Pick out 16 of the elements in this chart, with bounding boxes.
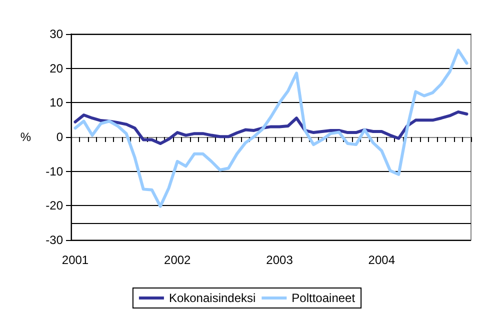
legend-label: Polttoaineet xyxy=(292,291,356,305)
x-tick-label: 2004 xyxy=(368,253,396,267)
y-tick-label: -10 xyxy=(46,164,64,178)
x-tick-label: 2002 xyxy=(164,253,192,267)
line-series xyxy=(74,110,468,146)
x-tick-label: 2003 xyxy=(266,253,294,267)
line-series xyxy=(74,48,468,208)
legend-label: Kokonaisindeksi xyxy=(168,291,256,305)
x-tick-label: 2001 xyxy=(62,253,89,267)
y-tick-label: -20 xyxy=(46,198,64,213)
y-tick-label: 0 xyxy=(56,130,64,144)
y-tick-label: -30 xyxy=(46,233,64,247)
y-tick-label: 20 xyxy=(50,61,64,76)
y-tick-label: 30 xyxy=(50,27,64,41)
y-tick-label: 10 xyxy=(50,96,64,110)
y-axis-title: % xyxy=(20,130,32,144)
